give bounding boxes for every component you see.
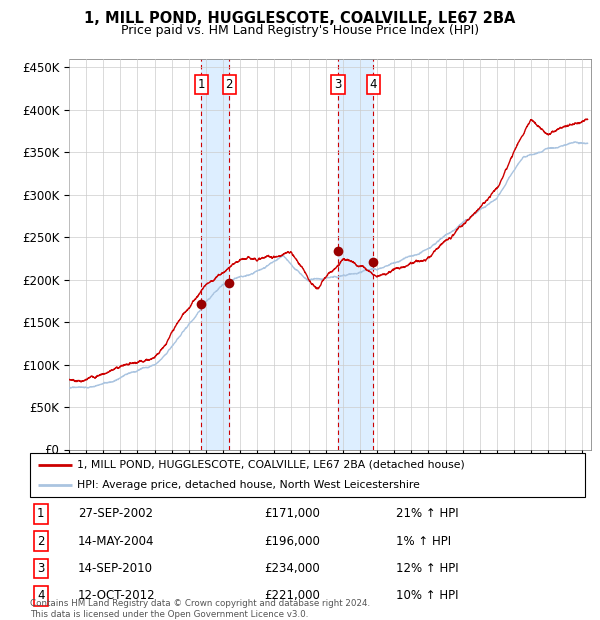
Text: 14-MAY-2004: 14-MAY-2004 xyxy=(78,535,155,547)
Text: 1, MILL POND, HUGGLESCOTE, COALVILLE, LE67 2BA (detached house): 1, MILL POND, HUGGLESCOTE, COALVILLE, LE… xyxy=(77,459,465,470)
Text: 1: 1 xyxy=(198,78,205,91)
Text: 2: 2 xyxy=(226,78,233,91)
Text: £171,000: £171,000 xyxy=(264,508,320,520)
Text: 3: 3 xyxy=(334,78,341,91)
Bar xyxy=(338,59,373,450)
Bar xyxy=(202,59,229,450)
Text: 4: 4 xyxy=(37,590,44,602)
Text: 1, MILL POND, HUGGLESCOTE, COALVILLE, LE67 2BA: 1, MILL POND, HUGGLESCOTE, COALVILLE, LE… xyxy=(85,11,515,26)
Text: 1% ↑ HPI: 1% ↑ HPI xyxy=(396,535,451,547)
Text: 14-SEP-2010: 14-SEP-2010 xyxy=(78,562,153,575)
FancyBboxPatch shape xyxy=(30,453,585,497)
Text: 2: 2 xyxy=(37,535,44,547)
Text: 12-OCT-2012: 12-OCT-2012 xyxy=(78,590,155,602)
Text: 12% ↑ HPI: 12% ↑ HPI xyxy=(396,562,458,575)
Text: Price paid vs. HM Land Registry's House Price Index (HPI): Price paid vs. HM Land Registry's House … xyxy=(121,24,479,37)
Text: £234,000: £234,000 xyxy=(264,562,320,575)
Text: 21% ↑ HPI: 21% ↑ HPI xyxy=(396,508,458,520)
Text: 10% ↑ HPI: 10% ↑ HPI xyxy=(396,590,458,602)
Text: 4: 4 xyxy=(370,78,377,91)
Text: 1: 1 xyxy=(37,508,44,520)
Text: £196,000: £196,000 xyxy=(264,535,320,547)
Text: Contains HM Land Registry data © Crown copyright and database right 2024.
This d: Contains HM Land Registry data © Crown c… xyxy=(30,600,370,619)
Text: HPI: Average price, detached house, North West Leicestershire: HPI: Average price, detached house, Nort… xyxy=(77,480,420,490)
Text: 3: 3 xyxy=(37,562,44,575)
Text: 27-SEP-2002: 27-SEP-2002 xyxy=(78,508,153,520)
Text: £221,000: £221,000 xyxy=(264,590,320,602)
